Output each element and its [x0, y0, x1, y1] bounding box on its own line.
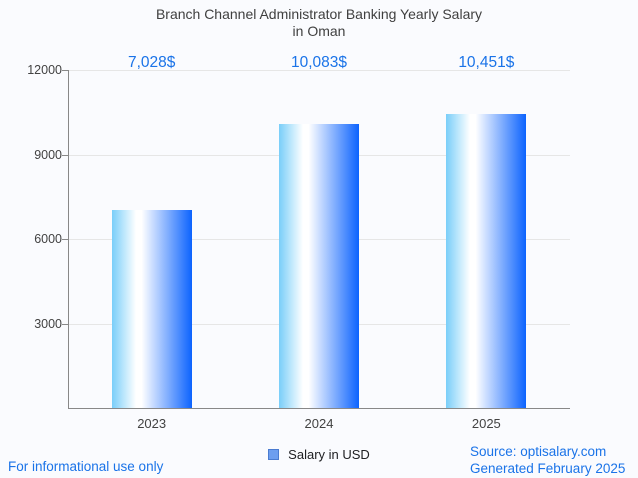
- y-axis-label: 9000: [34, 147, 62, 162]
- legend-label: Salary in USD: [288, 447, 370, 462]
- x-axis-label-2024: 2024: [304, 416, 334, 431]
- x-axis-line: [68, 408, 570, 409]
- y-axis-label: 3000: [34, 316, 62, 331]
- gridline-12000: [68, 70, 570, 71]
- bar-2024[interactable]: [279, 123, 359, 408]
- chart-title-line2: in Oman: [292, 23, 346, 39]
- value-label-2023: 7,028$: [127, 54, 176, 71]
- y-axis-tick: [62, 323, 68, 325]
- source-link[interactable]: Source: optisalary.com: [470, 444, 607, 459]
- y-axis-label: 12000: [27, 63, 62, 77]
- value-label-2024: 10,083$: [290, 54, 348, 71]
- y-axis-label: 6000: [34, 232, 62, 246]
- y-axis-tick: [62, 239, 68, 240]
- y-axis-line: [68, 70, 69, 408]
- chart-title: Branch Channel Administrator Banking Yea…: [0, 6, 638, 40]
- bar-2025[interactable]: [446, 113, 527, 408]
- x-axis-label-2023: 2023: [137, 416, 167, 431]
- y-axis-tick: [62, 70, 68, 71]
- value-label-2025: 10,451$: [458, 54, 515, 71]
- source-block: Source: optisalary.com Generated Februar…: [470, 444, 625, 477]
- disclaimer-text: For informational use only: [8, 459, 164, 474]
- generated-date: Generated February 2025: [470, 460, 626, 476]
- blue-square-icon: [268, 449, 280, 460]
- legend: Salary in USD: [0, 447, 638, 462]
- y-axis-tick: [62, 154, 68, 156]
- chart-title-line1: Branch Channel Administrator Banking Yea…: [155, 6, 483, 22]
- x-axis-label-2025: 2025: [471, 416, 501, 431]
- bar-2023[interactable]: [111, 210, 192, 408]
